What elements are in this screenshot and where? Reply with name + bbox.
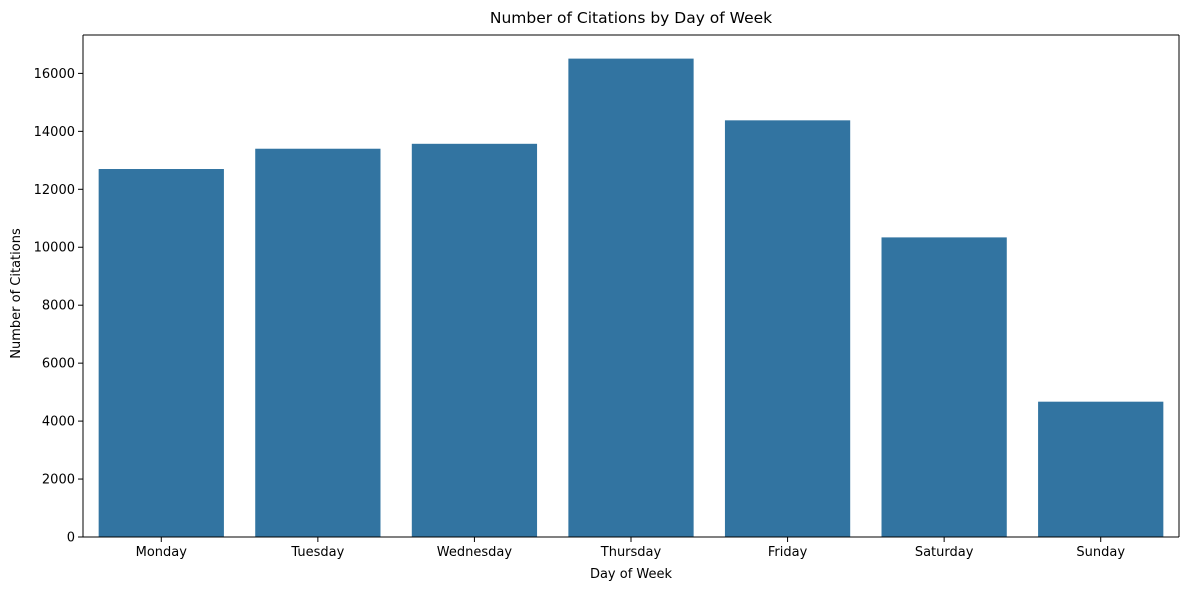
y-tick-label: 16000: [34, 67, 75, 82]
y-axis-ticks: 0 2000 4000 6000 8000 10000 12000 14000 16000: [34, 67, 83, 546]
y-tick-label: 6000: [42, 357, 75, 372]
y-tick-label: 10000: [34, 241, 75, 256]
y-tick-label: 8000: [42, 299, 75, 314]
x-tick-label-thursday: Thursday: [600, 545, 662, 560]
x-tick-label-wednesday: Wednesday: [437, 545, 513, 560]
bar-wednesday: [411, 143, 538, 537]
y-tick-label: 12000: [34, 183, 75, 198]
bar-sunday: [1038, 401, 1164, 537]
x-tick-label-friday: Friday: [768, 545, 808, 560]
y-tick-label: 0: [67, 531, 75, 546]
x-axis-ticks: Monday Tuesday Wednesday Thursday Friday Satu…: [136, 537, 1125, 560]
bar-tuesday: [255, 148, 381, 538]
x-tick-label-tuesday: Tuesday: [290, 545, 344, 560]
y-tick-label: 4000: [42, 415, 75, 430]
chart-title: Number of Citations by Day of Week: [490, 9, 772, 27]
bars-layer: [98, 58, 1164, 538]
y-axis-title: Number of Citations: [9, 228, 24, 359]
bar-monday: [98, 169, 224, 538]
y-tick-label: 14000: [34, 125, 75, 140]
x-tick-label-monday: Monday: [136, 545, 188, 560]
x-axis-title: Day of Week: [590, 567, 673, 582]
y-tick-label: 2000: [42, 473, 75, 488]
bar-saturday: [881, 237, 1007, 537]
bar-friday: [724, 120, 851, 537]
bar-thursday: [568, 58, 694, 538]
x-tick-label-sunday: Sunday: [1076, 545, 1125, 560]
x-tick-label-saturday: Saturday: [915, 545, 974, 560]
